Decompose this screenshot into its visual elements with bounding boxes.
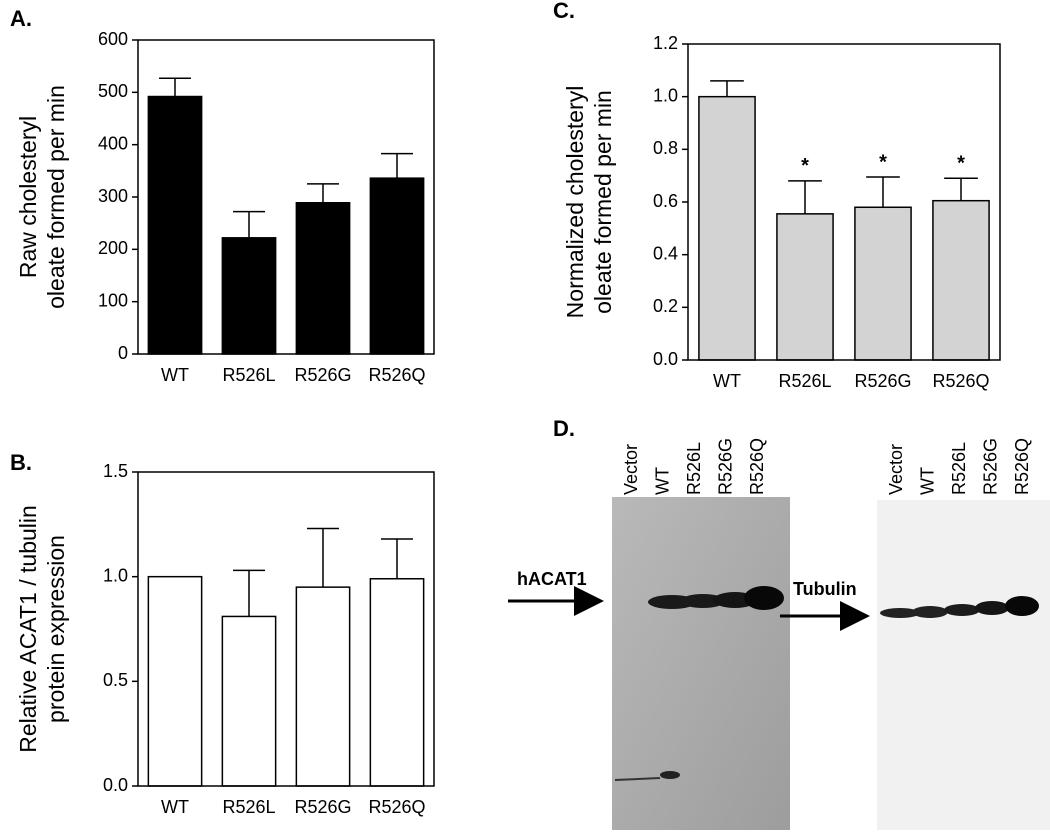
annotation: * xyxy=(879,151,887,173)
y-tick-label: 400 xyxy=(98,133,128,153)
bar xyxy=(932,199,990,361)
y-axis-label: Relative ACAT1 / tubulin xyxy=(15,505,41,753)
x-tick-label: R526Q xyxy=(932,371,989,391)
panel-label: A. xyxy=(10,6,32,31)
bar xyxy=(221,615,277,787)
x-tick-label: WT xyxy=(713,371,741,391)
x-tick-label: WT xyxy=(161,797,189,817)
x-tick-label: R526Q xyxy=(368,365,425,385)
x-tick-label: R526G xyxy=(294,797,351,817)
y-tick-label: 0.8 xyxy=(653,138,678,158)
x-tick-label: R526L xyxy=(222,797,275,817)
y-tick-label: 200 xyxy=(98,238,128,258)
lane-label: R526Q xyxy=(1012,438,1032,495)
y-tick-label: 0.2 xyxy=(653,296,678,316)
y-tick-label: 0.0 xyxy=(103,775,128,795)
plot-frame xyxy=(137,39,435,355)
bar xyxy=(854,206,912,361)
y-tick-label: 1.5 xyxy=(103,461,128,481)
lane-label: WT xyxy=(917,467,937,495)
y-tick-label: 0.5 xyxy=(103,670,128,690)
y-axis-label: oleate formed per min xyxy=(590,90,616,314)
x-tick-label: R526L xyxy=(778,371,831,391)
y-axis-label: Raw cholesteryl xyxy=(15,116,41,278)
marker-label: hACAT1 xyxy=(517,569,587,589)
x-tick-label: R526G xyxy=(294,365,351,385)
bar xyxy=(776,213,834,361)
blot-image-right xyxy=(877,500,1050,830)
panel-label: C. xyxy=(553,0,575,23)
bar xyxy=(295,202,351,355)
annotation: * xyxy=(801,155,809,177)
bar xyxy=(369,177,425,355)
y-tick-label: 100 xyxy=(98,290,128,310)
y-tick-label: 1.2 xyxy=(653,33,678,53)
y-tick-label: 0 xyxy=(118,343,128,363)
lane-label: R526L xyxy=(949,442,969,495)
y-tick-label: 600 xyxy=(98,29,128,49)
lane-label: R526G xyxy=(980,438,1000,495)
x-tick-label: R526Q xyxy=(368,797,425,817)
y-tick-label: 0.4 xyxy=(653,243,678,263)
y-tick-label: 0.0 xyxy=(653,349,678,369)
panel-label: B. xyxy=(10,450,32,475)
y-tick-label: 500 xyxy=(98,81,128,101)
blot-image-left xyxy=(612,497,790,830)
y-tick-label: 1.0 xyxy=(103,565,128,585)
bar xyxy=(147,575,203,787)
y-tick-label: 300 xyxy=(98,186,128,206)
y-tick-label: 0.6 xyxy=(653,191,678,211)
bar xyxy=(295,586,351,787)
panel-label: D. xyxy=(553,416,575,441)
plot-frame xyxy=(687,43,1001,361)
bar xyxy=(147,95,203,355)
x-tick-label: R526G xyxy=(854,371,911,391)
bar xyxy=(221,237,277,355)
x-tick-label: R526L xyxy=(222,365,275,385)
x-tick-label: WT xyxy=(161,365,189,385)
lane-label: WT xyxy=(652,467,672,495)
bar xyxy=(369,578,425,787)
lane-label: R526G xyxy=(715,438,735,495)
y-axis-label: Normalized cholesteryl xyxy=(562,86,588,319)
y-tick-label: 1.0 xyxy=(653,85,678,105)
lane-label: R526L xyxy=(684,442,704,495)
lane-label: R526Q xyxy=(747,438,767,495)
marker-label: Tubulin xyxy=(793,579,857,599)
annotation: * xyxy=(957,153,965,175)
y-axis-label: oleate formed per min xyxy=(43,85,69,309)
y-axis-label: protein expression xyxy=(43,535,69,723)
lane-label: Vector xyxy=(886,444,906,495)
plot-frame xyxy=(137,471,435,787)
bar xyxy=(698,95,756,361)
lane-label: Vector xyxy=(621,444,641,495)
